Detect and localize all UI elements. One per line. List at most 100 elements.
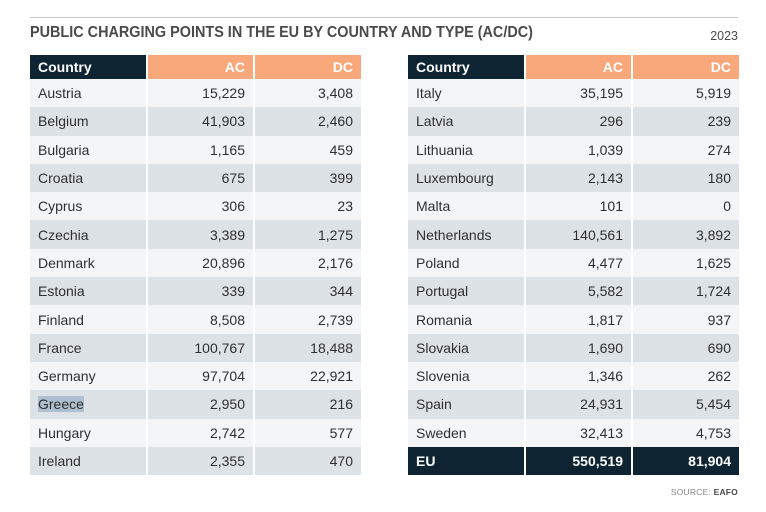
selected-text[interactable]: Greece bbox=[38, 396, 84, 413]
cell-country: Ireland bbox=[30, 446, 148, 476]
cell-ac: 24,931 bbox=[526, 390, 633, 419]
cell-ac: 101 bbox=[526, 192, 633, 221]
header-ac: AC bbox=[148, 55, 255, 79]
cell-ac: 1,039 bbox=[526, 135, 633, 164]
cell-dc: 5,919 bbox=[633, 79, 739, 108]
cell-ac: 32,413 bbox=[526, 418, 633, 447]
top-rule bbox=[30, 17, 738, 18]
cell-dc: 22,921 bbox=[255, 361, 361, 391]
cell-dc: 5,454 bbox=[633, 390, 739, 419]
table-row: Belgium 41,903 2,460 bbox=[30, 107, 361, 136]
cell-ac: 140,561 bbox=[526, 220, 633, 249]
header-dc: DC bbox=[255, 55, 361, 79]
cell-dc: 2,176 bbox=[255, 248, 361, 278]
table-row: Spain 24,931 5,454 bbox=[408, 390, 739, 419]
cell-country: Portugal bbox=[408, 277, 526, 306]
cell-country: France bbox=[30, 333, 148, 362]
cell-dc: 1,275 bbox=[255, 220, 361, 249]
table-row: Germany 97,704 22,921 bbox=[30, 361, 361, 391]
cell-country: Hungary bbox=[30, 418, 148, 447]
table-left: Country AC DC Austria 15,229 3,408 Belgium 4… bbox=[30, 55, 361, 476]
cell-ac: 339 bbox=[148, 277, 255, 306]
cell-dc: 344 bbox=[255, 277, 361, 306]
cell-country: Sweden bbox=[408, 418, 526, 447]
header-row: Country AC DC bbox=[30, 55, 361, 79]
cell-country: Latvia bbox=[408, 107, 526, 136]
cell-country: Slovakia bbox=[408, 333, 526, 362]
cell-ac: 4,477 bbox=[526, 248, 633, 278]
cell-dc: 690 bbox=[633, 333, 739, 362]
cell-dc: 1,724 bbox=[633, 277, 739, 306]
cell-ac: 2,143 bbox=[526, 163, 633, 193]
table-row: Estonia 339 344 bbox=[30, 277, 361, 306]
cell-dc: 459 bbox=[255, 135, 361, 164]
cell-ac: 2,950 bbox=[148, 390, 255, 419]
cell-ac: 1,165 bbox=[148, 135, 255, 164]
cell-ac: 1,346 bbox=[526, 361, 633, 391]
cell-dc: 1,625 bbox=[633, 248, 739, 278]
cell-country: Estonia bbox=[30, 277, 148, 306]
cell-ac: 97,704 bbox=[148, 361, 255, 391]
cell-country: Finland bbox=[30, 305, 148, 334]
cell-ac: 5,582 bbox=[526, 277, 633, 306]
cell-ac: 296 bbox=[526, 107, 633, 136]
table-row: Romania 1,817 937 bbox=[408, 305, 739, 334]
cell-dc: 937 bbox=[633, 305, 739, 334]
table-row: Finland 8,508 2,739 bbox=[30, 305, 361, 334]
cell-dc: 3,892 bbox=[633, 220, 739, 249]
cell-dc: 0 bbox=[633, 192, 739, 221]
cell-dc: 18,488 bbox=[255, 333, 361, 362]
cell-country: Italy bbox=[408, 79, 526, 108]
table-row: Lithuania 1,039 274 bbox=[408, 135, 739, 164]
cell-country: Netherlands bbox=[408, 220, 526, 249]
cell-dc: 399 bbox=[255, 163, 361, 193]
cell-country: Germany bbox=[30, 361, 148, 391]
total-country: EU bbox=[408, 446, 526, 476]
cell-dc: 577 bbox=[255, 418, 361, 447]
table-row: Ireland 2,355 470 bbox=[30, 446, 361, 476]
page-title: PUBLIC CHARGING POINTS IN THE EU BY COUN… bbox=[30, 24, 533, 41]
cell-dc: 216 bbox=[255, 390, 361, 419]
cell-dc: 23 bbox=[255, 192, 361, 221]
cell-country: Czechia bbox=[30, 220, 148, 249]
table-row: Italy 35,195 5,919 bbox=[408, 79, 739, 108]
table-right: Country AC DC Italy 35,195 5,919 Latvia 296 2… bbox=[408, 55, 739, 476]
table-row: Hungary 2,742 577 bbox=[30, 418, 361, 447]
header-row: Country AC DC bbox=[408, 55, 739, 79]
cell-ac: 100,767 bbox=[148, 333, 255, 362]
cell-country: Greece bbox=[30, 390, 148, 419]
table-row: Denmark 20,896 2,176 bbox=[30, 248, 361, 278]
table-row: Bulgaria 1,165 459 bbox=[30, 135, 361, 164]
cell-dc: 274 bbox=[633, 135, 739, 164]
cell-ac: 1,817 bbox=[526, 305, 633, 334]
cell-ac: 3,389 bbox=[148, 220, 255, 249]
table-row: Czechia 3,389 1,275 bbox=[30, 220, 361, 249]
cell-country: Croatia bbox=[30, 163, 148, 193]
table-row: Croatia 675 399 bbox=[30, 163, 361, 193]
cell-country: Belgium bbox=[30, 107, 148, 136]
cell-dc: 470 bbox=[255, 446, 361, 476]
table-row: Malta 101 0 bbox=[408, 192, 739, 221]
cell-country: Denmark bbox=[30, 248, 148, 278]
table-row: Sweden 32,413 4,753 bbox=[408, 418, 739, 447]
cell-ac: 41,903 bbox=[148, 107, 255, 136]
cell-ac: 8,508 bbox=[148, 305, 255, 334]
cell-country: Slovenia bbox=[408, 361, 526, 391]
cell-ac: 306 bbox=[148, 192, 255, 221]
source-label: SOURCE: bbox=[670, 487, 712, 497]
cell-dc: 2,739 bbox=[255, 305, 361, 334]
total-dc: 81,904 bbox=[633, 446, 739, 476]
cell-country: Malta bbox=[408, 192, 526, 221]
cell-country: Poland bbox=[408, 248, 526, 278]
cell-dc: 4,753 bbox=[633, 418, 739, 447]
cell-ac: 2,355 bbox=[148, 446, 255, 476]
header-country: Country bbox=[408, 55, 526, 79]
cell-ac: 675 bbox=[148, 163, 255, 193]
cell-country: Cyprus bbox=[30, 192, 148, 221]
cell-country: Bulgaria bbox=[30, 135, 148, 164]
cell-ac: 1,690 bbox=[526, 333, 633, 362]
cell-ac: 15,229 bbox=[148, 79, 255, 108]
header-ac: AC bbox=[526, 55, 633, 79]
header-country: Country bbox=[30, 55, 148, 79]
table-row: Latvia 296 239 bbox=[408, 107, 739, 136]
